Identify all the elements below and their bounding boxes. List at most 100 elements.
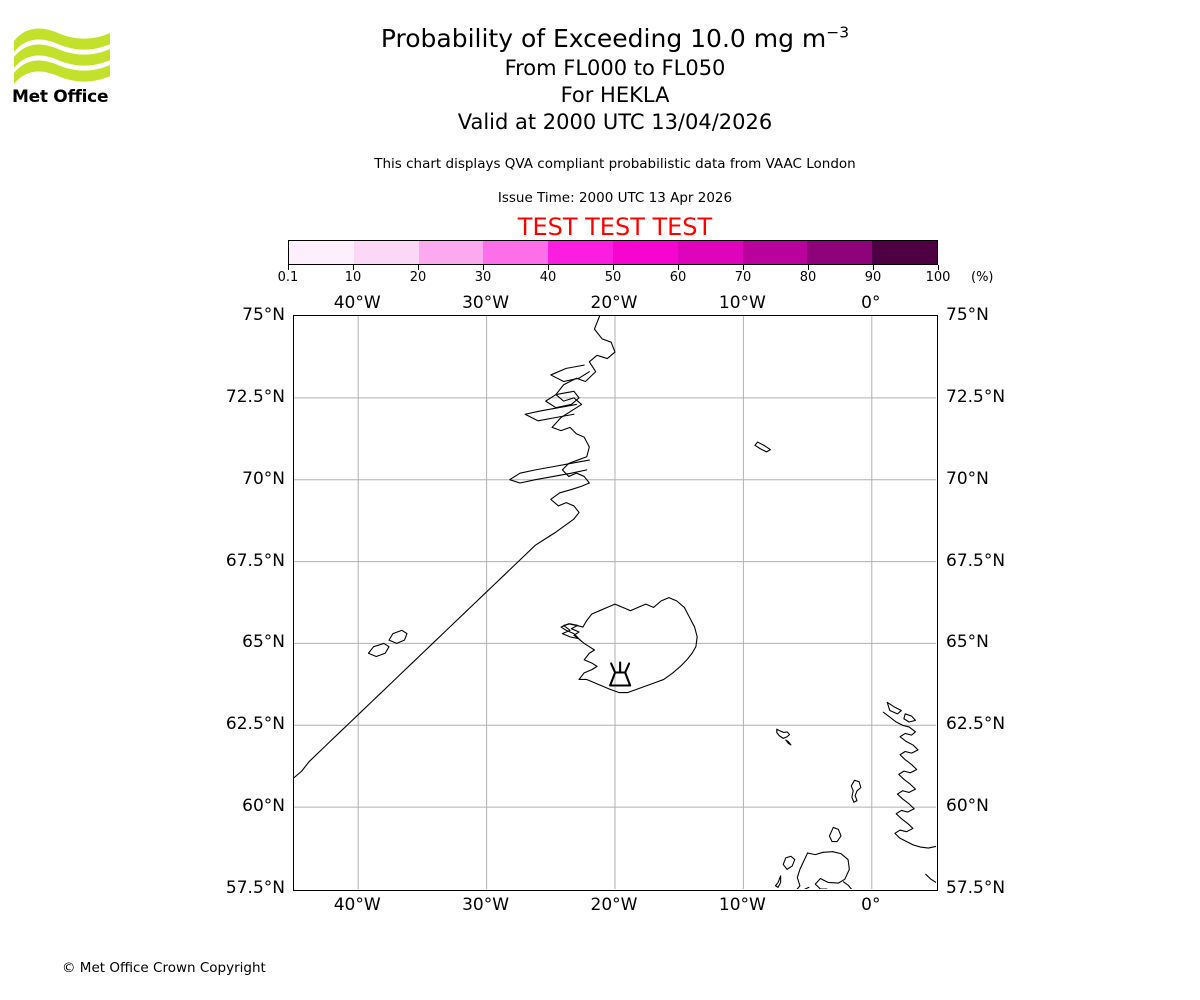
page-title-exponent: −3 <box>826 23 850 42</box>
colorbar-tick-6 <box>678 265 679 270</box>
lat-label-left-2: 70°N <box>242 468 285 489</box>
coastline-segment-5 <box>367 642 390 658</box>
colorbar-tick-8 <box>808 265 809 270</box>
coastline-segment-16 <box>796 852 809 889</box>
lon-label-top-3: 10°W <box>718 293 766 313</box>
map-coastlines <box>294 316 936 889</box>
colorbar-tick-label-7: 70 <box>734 270 752 285</box>
page-title-text: Probability of Exceeding 10.0 mg m <box>380 24 827 53</box>
logo-text: Met Office <box>12 87 109 107</box>
logo-wave-graphic <box>14 28 110 84</box>
lat-label-right-3: 67.5°N <box>946 550 1006 571</box>
colorbar-segment-5 <box>612 241 678 264</box>
coastline-segment-9 <box>754 441 771 453</box>
colorbar-tick-label-8: 80 <box>799 270 817 285</box>
coastline-segment-20 <box>886 701 902 715</box>
colorbar-tick-9 <box>873 265 874 270</box>
valid-time-label: Valid at 2000 UTC 13/04/2026 <box>457 110 773 134</box>
colorbar-tick-label-2: 20 <box>409 270 427 285</box>
lat-label-left-3: 67.5°N <box>225 550 285 571</box>
issue-time-label: Issue Time: 2000 UTC 13 Apr 2026 <box>497 190 733 206</box>
test-banner: TEST TEST TEST <box>517 213 713 241</box>
lat-label-left-5: 62.5°N <box>225 714 285 735</box>
title-block: Probability of Exceeding 10.0 mg m−3 Fro… <box>115 22 1115 136</box>
coastline-segment-8 <box>561 623 581 641</box>
disclaimer-text: This chart displays QVA compliant probab… <box>374 156 856 172</box>
colorbar-tick-label-6: 60 <box>669 270 687 285</box>
lat-label-right-6: 60°N <box>946 796 989 817</box>
lat-label-left-0: 75°N <box>242 305 285 325</box>
lon-label-bottom-0: 40°W <box>333 895 381 915</box>
lat-label-right-0: 75°N <box>946 305 989 325</box>
colorbar-tick-label-10: 100 <box>925 270 951 285</box>
met-office-logo: Met Office <box>12 24 112 112</box>
coastline-segment-23 <box>843 881 852 889</box>
colorbar-segment-7 <box>742 241 808 264</box>
colorbar-tick-label-4: 40 <box>539 270 557 285</box>
lon-label-bottom-1: 30°W <box>462 895 510 915</box>
colorbar-tick-0 <box>288 265 289 270</box>
colorbar-tick-5 <box>613 265 614 270</box>
coastline-segment-6 <box>388 629 408 644</box>
coastline-segment-18 <box>774 875 782 888</box>
volcano-cone <box>609 671 632 687</box>
volcano-marker-hekla <box>609 661 632 687</box>
map-plot-area <box>293 315 938 891</box>
colorbar-segment-8 <box>807 241 873 264</box>
colorbar-tick-1 <box>353 265 354 270</box>
coastline-segment-1 <box>509 459 590 484</box>
lat-label-left-6: 60°N <box>242 796 285 817</box>
colorbar-segment-0 <box>289 241 354 264</box>
coastline-segment-22 <box>925 873 936 883</box>
volcano-plume-1 <box>624 662 631 674</box>
colorbar-tick-10 <box>938 265 939 270</box>
volcano-plume-0 <box>610 662 617 674</box>
coastline-segment-17 <box>782 855 796 870</box>
coastline-segment-15 <box>807 851 834 856</box>
colorbar-segment-6 <box>677 241 743 264</box>
flight-level-label: From FL000 to FL050 <box>504 56 726 80</box>
page-title: Probability of Exceeding 10.0 mg m−3 <box>115 22 1115 55</box>
lat-label-left-7: 57.5°N <box>225 878 285 898</box>
lat-label-right-5: 62.5°N <box>946 714 1006 735</box>
colorbar-tick-label-9: 90 <box>864 270 882 285</box>
coastline-segment-7 <box>560 597 698 694</box>
lat-label-left-1: 72.5°N <box>225 386 285 407</box>
coastline-segment-0 <box>294 316 616 779</box>
colorbar-tick-2 <box>418 265 419 270</box>
volcano-label: For HEKLA <box>560 83 670 107</box>
lon-label-top-2: 20°W <box>590 293 638 313</box>
lon-label-top-1: 30°W <box>462 293 510 313</box>
coastline-segment-13 <box>828 826 842 843</box>
colorbar-segment-9 <box>872 241 937 264</box>
lat-label-left-4: 65°N <box>242 632 285 653</box>
lat-label-right-2: 70°N <box>946 468 989 489</box>
coastline-segment-3 <box>550 364 590 383</box>
colorbar-segment-3 <box>483 241 549 264</box>
colorbar-tick-label-1: 10 <box>344 270 362 285</box>
lon-label-bottom-2: 20°W <box>590 895 638 915</box>
coastline-segment-24 <box>804 886 810 889</box>
lat-label-right-1: 72.5°N <box>946 386 1006 407</box>
colorbar-segment-2 <box>418 241 484 264</box>
colorbar-segment-4 <box>548 241 613 264</box>
lat-label-right-7: 57.5°N <box>946 878 1006 898</box>
coastline-segment-12 <box>850 779 862 803</box>
colorbar <box>288 240 938 265</box>
colorbar-segment-1 <box>353 241 419 264</box>
map-canvas <box>294 316 936 889</box>
lon-label-bottom-3: 10°W <box>718 895 766 915</box>
colorbar-unit-label: (%) <box>971 270 994 285</box>
colorbar-tick-label-3: 30 <box>474 270 492 285</box>
colorbar-tick-label-0: 0.1 <box>277 270 299 285</box>
lat-label-right-4: 65°N <box>946 632 989 653</box>
lon-label-top-0: 40°W <box>333 293 381 313</box>
coastline-segment-11 <box>785 739 792 746</box>
coastline-segment-10 <box>776 728 791 739</box>
colorbar-tick-3 <box>483 265 484 270</box>
lon-label-top-4: 0° <box>861 293 881 313</box>
colorbar-tick-labels: 0.1 10 20 30 40 50 60 70 80 90 100 <box>278 270 951 288</box>
coastline-segment-21 <box>903 713 917 723</box>
coastline-segment-19 <box>882 711 936 849</box>
map-gridlines <box>294 316 936 889</box>
